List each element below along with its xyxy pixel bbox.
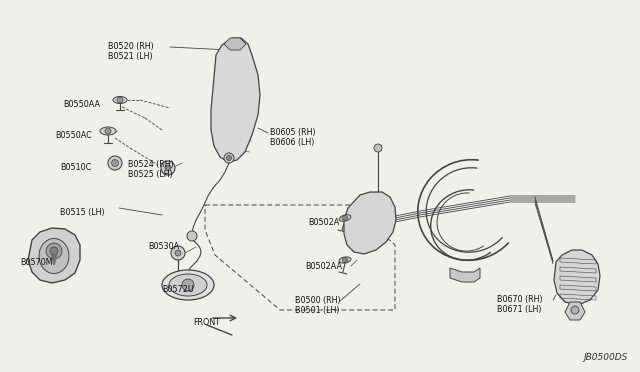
Text: B0550AA: B0550AA (63, 100, 100, 109)
Circle shape (342, 257, 348, 263)
Polygon shape (450, 268, 480, 282)
Polygon shape (344, 192, 396, 254)
Polygon shape (565, 302, 585, 320)
Circle shape (46, 243, 62, 259)
Polygon shape (28, 228, 80, 283)
Circle shape (171, 246, 185, 260)
Text: B0502A: B0502A (308, 218, 339, 227)
Text: B0515 (LH): B0515 (LH) (60, 208, 104, 217)
Text: B0670 (RH): B0670 (RH) (497, 295, 543, 304)
Text: B0500 (RH): B0500 (RH) (295, 296, 340, 305)
Text: B0605 (RH): B0605 (RH) (270, 128, 316, 137)
Ellipse shape (113, 96, 127, 103)
Circle shape (175, 250, 181, 256)
Circle shape (105, 128, 111, 134)
Circle shape (161, 161, 175, 175)
Circle shape (187, 231, 197, 241)
Ellipse shape (339, 215, 351, 221)
Circle shape (224, 153, 234, 163)
Circle shape (374, 144, 382, 152)
Polygon shape (554, 250, 600, 305)
Ellipse shape (169, 274, 207, 296)
Text: B0502AA: B0502AA (305, 262, 342, 271)
Circle shape (117, 97, 123, 103)
Circle shape (108, 156, 122, 170)
Ellipse shape (100, 127, 116, 135)
Text: JB0500DS: JB0500DS (584, 353, 628, 362)
Text: B0521 (LH): B0521 (LH) (108, 52, 152, 61)
Circle shape (182, 279, 194, 291)
Polygon shape (211, 38, 260, 162)
Text: B0572U: B0572U (162, 285, 194, 294)
Polygon shape (51, 255, 57, 265)
Text: B0671 (LH): B0671 (LH) (497, 305, 541, 314)
Circle shape (342, 215, 348, 221)
Circle shape (165, 165, 171, 171)
Text: FRONT: FRONT (193, 318, 220, 327)
Text: B0550AC: B0550AC (55, 131, 92, 140)
Circle shape (185, 273, 195, 283)
Text: B0524 (RH): B0524 (RH) (128, 160, 173, 169)
Polygon shape (224, 38, 246, 50)
Circle shape (50, 247, 58, 255)
Circle shape (111, 160, 118, 167)
Circle shape (227, 155, 232, 160)
Text: B0525 (LH): B0525 (LH) (128, 170, 173, 179)
Text: B0510C: B0510C (60, 163, 92, 172)
Text: B0606 (LH): B0606 (LH) (270, 138, 314, 147)
Ellipse shape (162, 270, 214, 300)
Circle shape (571, 306, 579, 314)
Ellipse shape (339, 257, 351, 263)
Text: B0501 (LH): B0501 (LH) (295, 306, 339, 315)
Ellipse shape (39, 238, 69, 273)
Text: B0530A: B0530A (148, 242, 179, 251)
Text: B0520 (RH): B0520 (RH) (108, 42, 154, 51)
Text: B0570M: B0570M (20, 258, 52, 267)
